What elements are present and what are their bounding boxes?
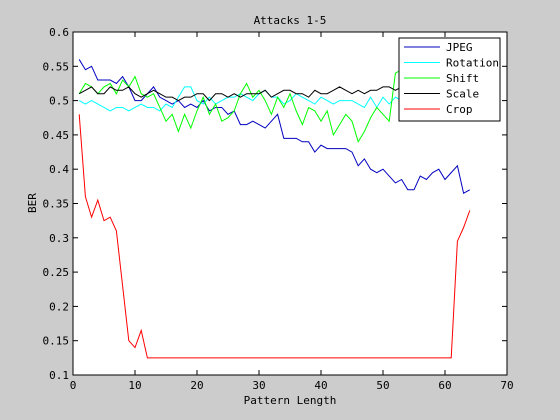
- x-tick-label: 50: [376, 379, 389, 392]
- series-line-jpeg: [78, 59, 471, 194]
- legend-label-scale: Scale: [446, 88, 479, 101]
- x-tick-label: 0: [70, 379, 77, 392]
- y-tick-label: 0.2: [49, 300, 69, 313]
- x-axis-label: Pattern Length: [244, 394, 337, 407]
- y-tick-label: 0.15: [43, 335, 70, 348]
- y-tick-label: 0.3: [49, 232, 69, 245]
- ticks-layer: 0 10 20 30 40 50 60 70 0.1 0.15 0.2 0.25 0.3 0.35 0.4 0…: [43, 26, 514, 392]
- chart-title: Attacks 1-5: [254, 14, 327, 27]
- x-tick-label: 60: [438, 379, 451, 392]
- y-tick-label: 0.4: [49, 163, 69, 176]
- x-tick-label: 40: [314, 379, 327, 392]
- series-line-crop: [78, 114, 471, 359]
- y-tick-label: 0.45: [43, 129, 70, 142]
- legend: JPEG Rotation Shift Scale Crop: [398, 37, 501, 122]
- legend-label-rotation: Rotation: [446, 57, 499, 70]
- legend-label-shift: Shift: [446, 72, 479, 85]
- y-tick-label: 0.6: [49, 26, 69, 39]
- series-layer: [78, 59, 471, 359]
- legend-box: [398, 37, 501, 122]
- x-tick-label: 70: [500, 379, 513, 392]
- x-tick-label: 20: [190, 379, 203, 392]
- x-tick-label: 10: [128, 379, 141, 392]
- x-tick-label: 30: [252, 379, 265, 392]
- y-tick-label: 0.55: [43, 60, 70, 73]
- legend-label-crop: Crop: [446, 103, 473, 116]
- y-axis-label: BER: [26, 193, 39, 213]
- y-tick-label: 0.5: [49, 95, 69, 108]
- y-tick-label: 0.25: [43, 266, 70, 279]
- y-tick-label: 0.35: [43, 198, 70, 211]
- legend-label-jpeg: JPEG: [446, 41, 473, 54]
- y-tick-label: 0.1: [49, 369, 69, 382]
